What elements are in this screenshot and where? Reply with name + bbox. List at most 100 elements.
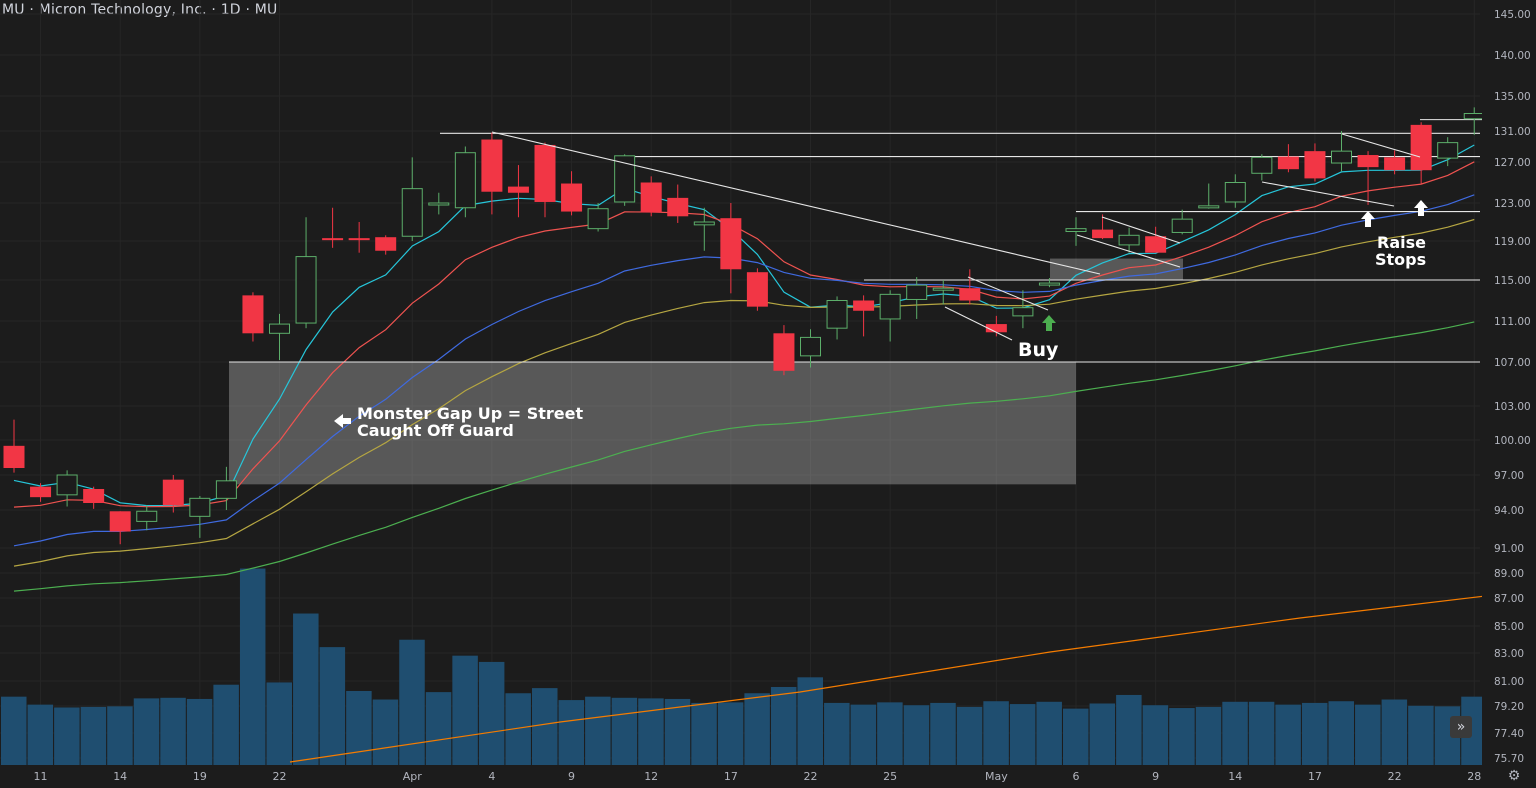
candle-up <box>1118 234 1140 246</box>
candle-up <box>1038 282 1060 286</box>
candle-down <box>162 479 184 506</box>
candle-down <box>1410 124 1432 171</box>
candle-down <box>1145 236 1167 253</box>
price-tick-label: 127.00 <box>1494 157 1531 169</box>
time-tick-label: 6 <box>1073 770 1080 783</box>
candle-down <box>1384 157 1406 171</box>
candle-up <box>826 300 848 329</box>
price-tick-label: 81.00 <box>1494 676 1524 688</box>
time-tick-label: 12 <box>644 770 658 783</box>
time-tick-label: 11 <box>34 770 48 783</box>
candle-up <box>56 474 78 496</box>
candle-up <box>401 188 423 237</box>
volume-bar <box>930 702 956 765</box>
candle-down <box>640 182 662 213</box>
volume-bar <box>1036 701 1062 765</box>
buy-annotation: Buy <box>1018 339 1059 361</box>
candles <box>3 107 1485 545</box>
volume-bar <box>293 613 319 765</box>
ema-fast-line <box>13 144 1475 507</box>
candle-down <box>959 288 981 301</box>
volume-bar <box>611 697 638 765</box>
ema-slow-line <box>13 194 1475 547</box>
volume-bar <box>877 702 903 765</box>
price-tick-label: 145.00 <box>1494 9 1531 21</box>
sma-long-line <box>13 321 1475 592</box>
time-tick-label: 22 <box>273 770 287 783</box>
volume-bar <box>585 696 611 765</box>
candle-up <box>693 221 715 226</box>
time-tick-label: 19 <box>193 770 207 783</box>
volume-bar <box>80 706 107 765</box>
candle-up <box>879 293 901 320</box>
volume-bar <box>824 702 850 765</box>
volume-bar <box>1275 704 1301 765</box>
volume-bar <box>850 704 877 765</box>
volume-bar <box>1089 703 1116 765</box>
volume-bar <box>399 639 425 765</box>
volume-bar <box>1381 699 1408 765</box>
ema-medium-line <box>13 161 1475 508</box>
volume-bar <box>133 698 160 765</box>
candle-down <box>348 238 370 241</box>
candle-up <box>136 510 158 522</box>
volume-bar <box>770 686 797 765</box>
raise-annotation-line1: Raise <box>1377 233 1426 252</box>
volume-bar <box>266 682 292 765</box>
volume-bar <box>452 655 478 765</box>
raise-stop-arrow-icon <box>1361 211 1375 227</box>
candle-up <box>269 323 290 334</box>
candle-up <box>1171 218 1193 233</box>
candle-down <box>1304 151 1326 179</box>
volume-bar <box>372 699 399 765</box>
candle-down <box>322 238 344 241</box>
time-tick-label: 17 <box>724 770 738 783</box>
volume-bar <box>54 707 80 765</box>
volume-bar <box>638 698 664 765</box>
price-tick-label: 85.00 <box>1494 621 1524 633</box>
flag-upper <box>1101 216 1181 244</box>
buy-arrow-icon <box>1042 315 1056 331</box>
time-tick-label: 9 <box>568 770 575 783</box>
volume-bar <box>346 690 372 765</box>
time-tick-label: 22 <box>1388 770 1402 783</box>
volume-bar <box>983 701 1009 765</box>
time-tick-label: 17 <box>1308 770 1322 783</box>
volume-bar <box>903 705 930 765</box>
price-axis-bg <box>1482 0 1536 788</box>
time-tick-label: 9 <box>1152 770 1159 783</box>
candle-up <box>189 497 211 517</box>
price-tick-label: 123.00 <box>1494 198 1531 210</box>
volume-bar <box>478 661 505 765</box>
time-tick-label: Apr <box>403 770 423 783</box>
candle-down <box>985 324 1007 333</box>
candle-down <box>242 295 264 334</box>
volume-bar <box>1063 708 1089 765</box>
candle-up <box>906 284 928 300</box>
price-tick-label: 83.00 <box>1494 648 1524 660</box>
candle-down <box>109 511 131 532</box>
volume-bar <box>107 706 133 765</box>
price-tick-label: 87.00 <box>1494 593 1524 605</box>
time-tick-label: 22 <box>804 770 818 783</box>
price-tick-label: 89.00 <box>1494 568 1524 580</box>
double-chevron-right-icon[interactable]: » <box>1450 716 1472 738</box>
candle-down <box>507 186 529 193</box>
gear-icon[interactable]: ⚙ <box>1507 768 1521 784</box>
price-tick-label: 107.00 <box>1494 357 1531 369</box>
volume-bar <box>1328 701 1354 765</box>
volume-bar <box>532 688 558 765</box>
candle-down <box>746 272 768 307</box>
candle-up <box>932 287 954 291</box>
flag-upper-2 <box>1341 133 1421 158</box>
volume-bar <box>425 692 452 765</box>
candle-up <box>587 208 609 230</box>
candle-down <box>853 300 875 311</box>
wedge-upper <box>967 276 1049 311</box>
volume-bar <box>956 706 983 765</box>
volume-bar <box>744 693 770 765</box>
candle-up <box>1251 156 1273 174</box>
price-tick-label: 77.40 <box>1494 728 1524 740</box>
